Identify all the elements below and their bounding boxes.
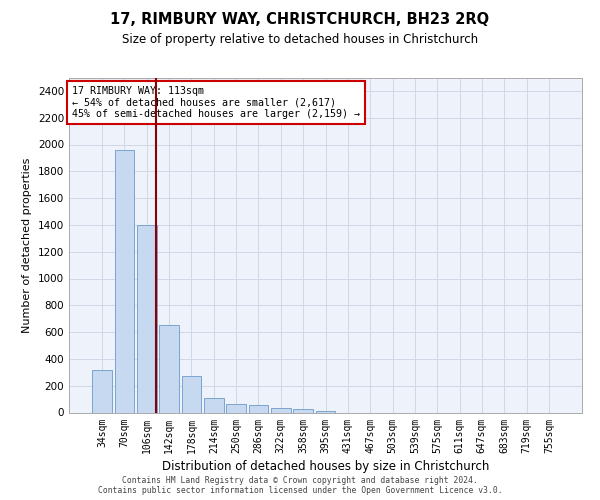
Bar (115, 150, 134, 412)
Bar (226, 404, 246, 412)
Bar (293, 409, 313, 412)
Bar (137, 225, 157, 412)
Text: Contains HM Land Registry data © Crown copyright and database right 2024.
Contai: Contains HM Land Registry data © Crown c… (98, 476, 502, 495)
Text: Size of property relative to detached houses in Christchurch: Size of property relative to detached ho… (122, 32, 478, 46)
Bar (204, 398, 224, 412)
Bar (160, 326, 179, 412)
Bar (248, 405, 268, 412)
Text: 17 RIMBURY WAY: 113sqm
← 54% of detached houses are smaller (2,617)
45% of semi-: 17 RIMBURY WAY: 113sqm ← 54% of detached… (71, 86, 359, 119)
Bar (182, 376, 202, 412)
Bar (271, 408, 290, 412)
Y-axis label: Number of detached properties: Number of detached properties (22, 158, 32, 332)
Text: 17, RIMBURY WAY, CHRISTCHURCH, BH23 2RQ: 17, RIMBURY WAY, CHRISTCHURCH, BH23 2RQ (110, 12, 490, 28)
Bar (92, 370, 112, 412)
X-axis label: Distribution of detached houses by size in Christchurch: Distribution of detached houses by size … (162, 460, 489, 472)
